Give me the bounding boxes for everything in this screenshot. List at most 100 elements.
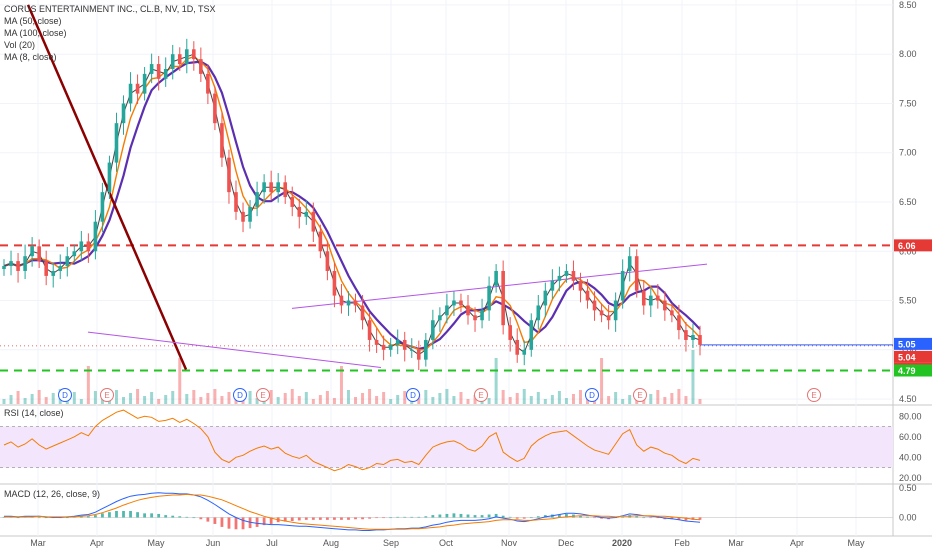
volume-bar bbox=[248, 391, 252, 404]
volume-bar bbox=[178, 358, 182, 404]
candle-body bbox=[325, 251, 330, 271]
candle-body bbox=[241, 211, 245, 222]
candle-body bbox=[431, 320, 435, 340]
support-badge: 4.79 bbox=[894, 364, 932, 377]
candle bbox=[515, 328, 520, 363]
volume-bar bbox=[220, 396, 224, 404]
macd-histogram-bar bbox=[255, 517, 259, 527]
candle-body bbox=[550, 280, 555, 291]
candle-body bbox=[585, 290, 590, 301]
volume-bar bbox=[550, 395, 554, 404]
candle bbox=[262, 174, 266, 204]
macd-histogram-bar bbox=[656, 517, 660, 519]
macd-histogram-bar bbox=[501, 515, 505, 518]
candle-body bbox=[156, 64, 161, 79]
event-marker-label: E bbox=[104, 391, 109, 400]
candle-body bbox=[51, 270, 56, 276]
volume-bar bbox=[656, 390, 660, 404]
candle-body bbox=[480, 310, 484, 321]
candle-body bbox=[16, 261, 20, 271]
candle bbox=[121, 95, 126, 135]
time-tick-label: Oct bbox=[439, 538, 454, 548]
candle-body bbox=[459, 300, 463, 306]
candle bbox=[37, 239, 41, 269]
macd-signal-line bbox=[4, 493, 701, 530]
candle-body bbox=[297, 206, 302, 217]
candle-body bbox=[44, 261, 48, 276]
candle bbox=[241, 202, 245, 233]
macd-histogram-bar bbox=[459, 513, 463, 518]
candle bbox=[431, 309, 435, 350]
candle bbox=[360, 295, 365, 330]
candle-body bbox=[536, 305, 541, 321]
candle bbox=[395, 329, 400, 355]
event-marker: D bbox=[585, 388, 599, 402]
candle bbox=[9, 250, 13, 276]
volume-bar bbox=[403, 391, 407, 404]
candle bbox=[30, 237, 34, 267]
macd-histogram-bar bbox=[698, 517, 702, 520]
volume-bar bbox=[389, 399, 393, 404]
macd-histogram-bar bbox=[565, 513, 568, 518]
candle-body bbox=[494, 270, 498, 286]
last-price-badge-bg bbox=[894, 337, 932, 350]
event-marker: E bbox=[100, 388, 114, 402]
time-tick-label: Jun bbox=[206, 538, 221, 548]
candle-body bbox=[627, 256, 632, 271]
candle bbox=[691, 323, 695, 349]
time-tick-label: Aug bbox=[323, 538, 339, 548]
volume-bar bbox=[122, 397, 126, 404]
time-tick-label: Mar bbox=[728, 538, 744, 548]
price-tick-label: 8.00 bbox=[899, 49, 917, 59]
volume-bar bbox=[16, 391, 20, 404]
macd-histogram-bar bbox=[515, 517, 519, 519]
candle bbox=[564, 264, 569, 283]
macd-histogram-bar bbox=[396, 516, 400, 518]
candle bbox=[416, 340, 421, 371]
resistance-badge-bg bbox=[894, 239, 932, 252]
last-close-badge-text: 5.04 bbox=[898, 352, 916, 362]
candle bbox=[199, 47, 203, 82]
candle-body bbox=[571, 270, 576, 281]
candle-body bbox=[620, 270, 625, 301]
candle bbox=[402, 331, 407, 362]
rsi-tick-label: 60.00 bbox=[899, 432, 922, 442]
volume-bar bbox=[487, 398, 491, 404]
candle bbox=[466, 295, 470, 325]
axes: 4.505.005.506.006.507.007.508.008.50MarA… bbox=[30, 0, 921, 548]
macd-histogram-bar bbox=[677, 517, 681, 520]
candle-body bbox=[290, 197, 295, 207]
candle-body bbox=[578, 280, 583, 291]
dividend-marker bbox=[585, 388, 599, 402]
candle-body bbox=[648, 295, 653, 306]
candle bbox=[670, 303, 674, 323]
volume-bar bbox=[2, 399, 6, 404]
candle bbox=[234, 180, 238, 220]
candle-body bbox=[388, 344, 393, 350]
candle bbox=[620, 259, 625, 309]
candle-body bbox=[30, 246, 34, 257]
volume-bar bbox=[192, 390, 196, 404]
volume-bar bbox=[431, 397, 435, 404]
candle-body bbox=[452, 300, 456, 306]
candle bbox=[192, 41, 196, 71]
time-tick-label: May bbox=[847, 538, 865, 548]
volume-bar bbox=[290, 389, 294, 404]
macd-histogram-bar bbox=[115, 510, 118, 518]
candle bbox=[353, 293, 358, 313]
symbol-title: CORUS ENTERTAINMENT INC., CL.B, NV, 1D, … bbox=[4, 4, 216, 14]
candle-body bbox=[262, 182, 266, 193]
time-tick-label: Mar bbox=[30, 538, 46, 548]
candle-body bbox=[93, 221, 98, 252]
price-badges: 6.065.055.0401:05:534.79 bbox=[894, 239, 932, 377]
event-marker-label: D bbox=[589, 391, 595, 400]
ma8-line bbox=[3, 53, 701, 356]
candle bbox=[374, 328, 379, 353]
candle-body bbox=[311, 211, 316, 232]
event-marker: E bbox=[256, 388, 270, 402]
candle-body bbox=[691, 335, 695, 340]
candle bbox=[163, 57, 168, 87]
macd-histogram-bar bbox=[600, 517, 603, 519]
